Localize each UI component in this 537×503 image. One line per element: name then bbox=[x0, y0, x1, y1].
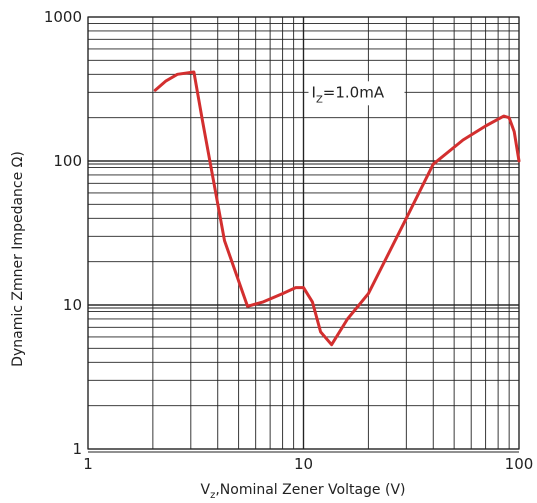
x-axis-label-rest: ,Nominal Zener Voltage (V) bbox=[215, 482, 405, 498]
annotation-group: IZ=1.0mA bbox=[308, 81, 405, 106]
y-axis-label: Dynamic Zmner Impedance Ω) bbox=[10, 151, 26, 367]
y-tick-label: 1000 bbox=[44, 8, 82, 26]
x-tick-label: 100 bbox=[505, 455, 534, 473]
annotation-main: I bbox=[312, 83, 316, 101]
y-tick-label: 1 bbox=[72, 440, 82, 458]
plot-area-border bbox=[87, 16, 520, 450]
x-tick-label: 10 bbox=[294, 455, 313, 473]
x-axis-label-main: V bbox=[201, 482, 211, 498]
x-tick-labels: 1 10 100 bbox=[83, 455, 533, 473]
x-axis-label: Vz,Nominal Zener Voltage (V) bbox=[201, 482, 406, 501]
y-tick-label: 100 bbox=[53, 152, 82, 170]
series-group bbox=[153, 70, 521, 347]
annotation-rest: =1.0mA bbox=[323, 83, 385, 101]
annotation-subscript: Z bbox=[316, 94, 323, 105]
y-tick-labels: 1 10 100 1000 bbox=[44, 8, 82, 458]
x-axis-label-subscript: z bbox=[210, 490, 215, 501]
series-line bbox=[153, 70, 521, 347]
annotation-label: IZ=1.0mA bbox=[312, 83, 385, 105]
y-tick-label: 10 bbox=[63, 296, 82, 314]
annotation-background bbox=[308, 81, 405, 106]
x-tick-label: 1 bbox=[83, 455, 93, 473]
